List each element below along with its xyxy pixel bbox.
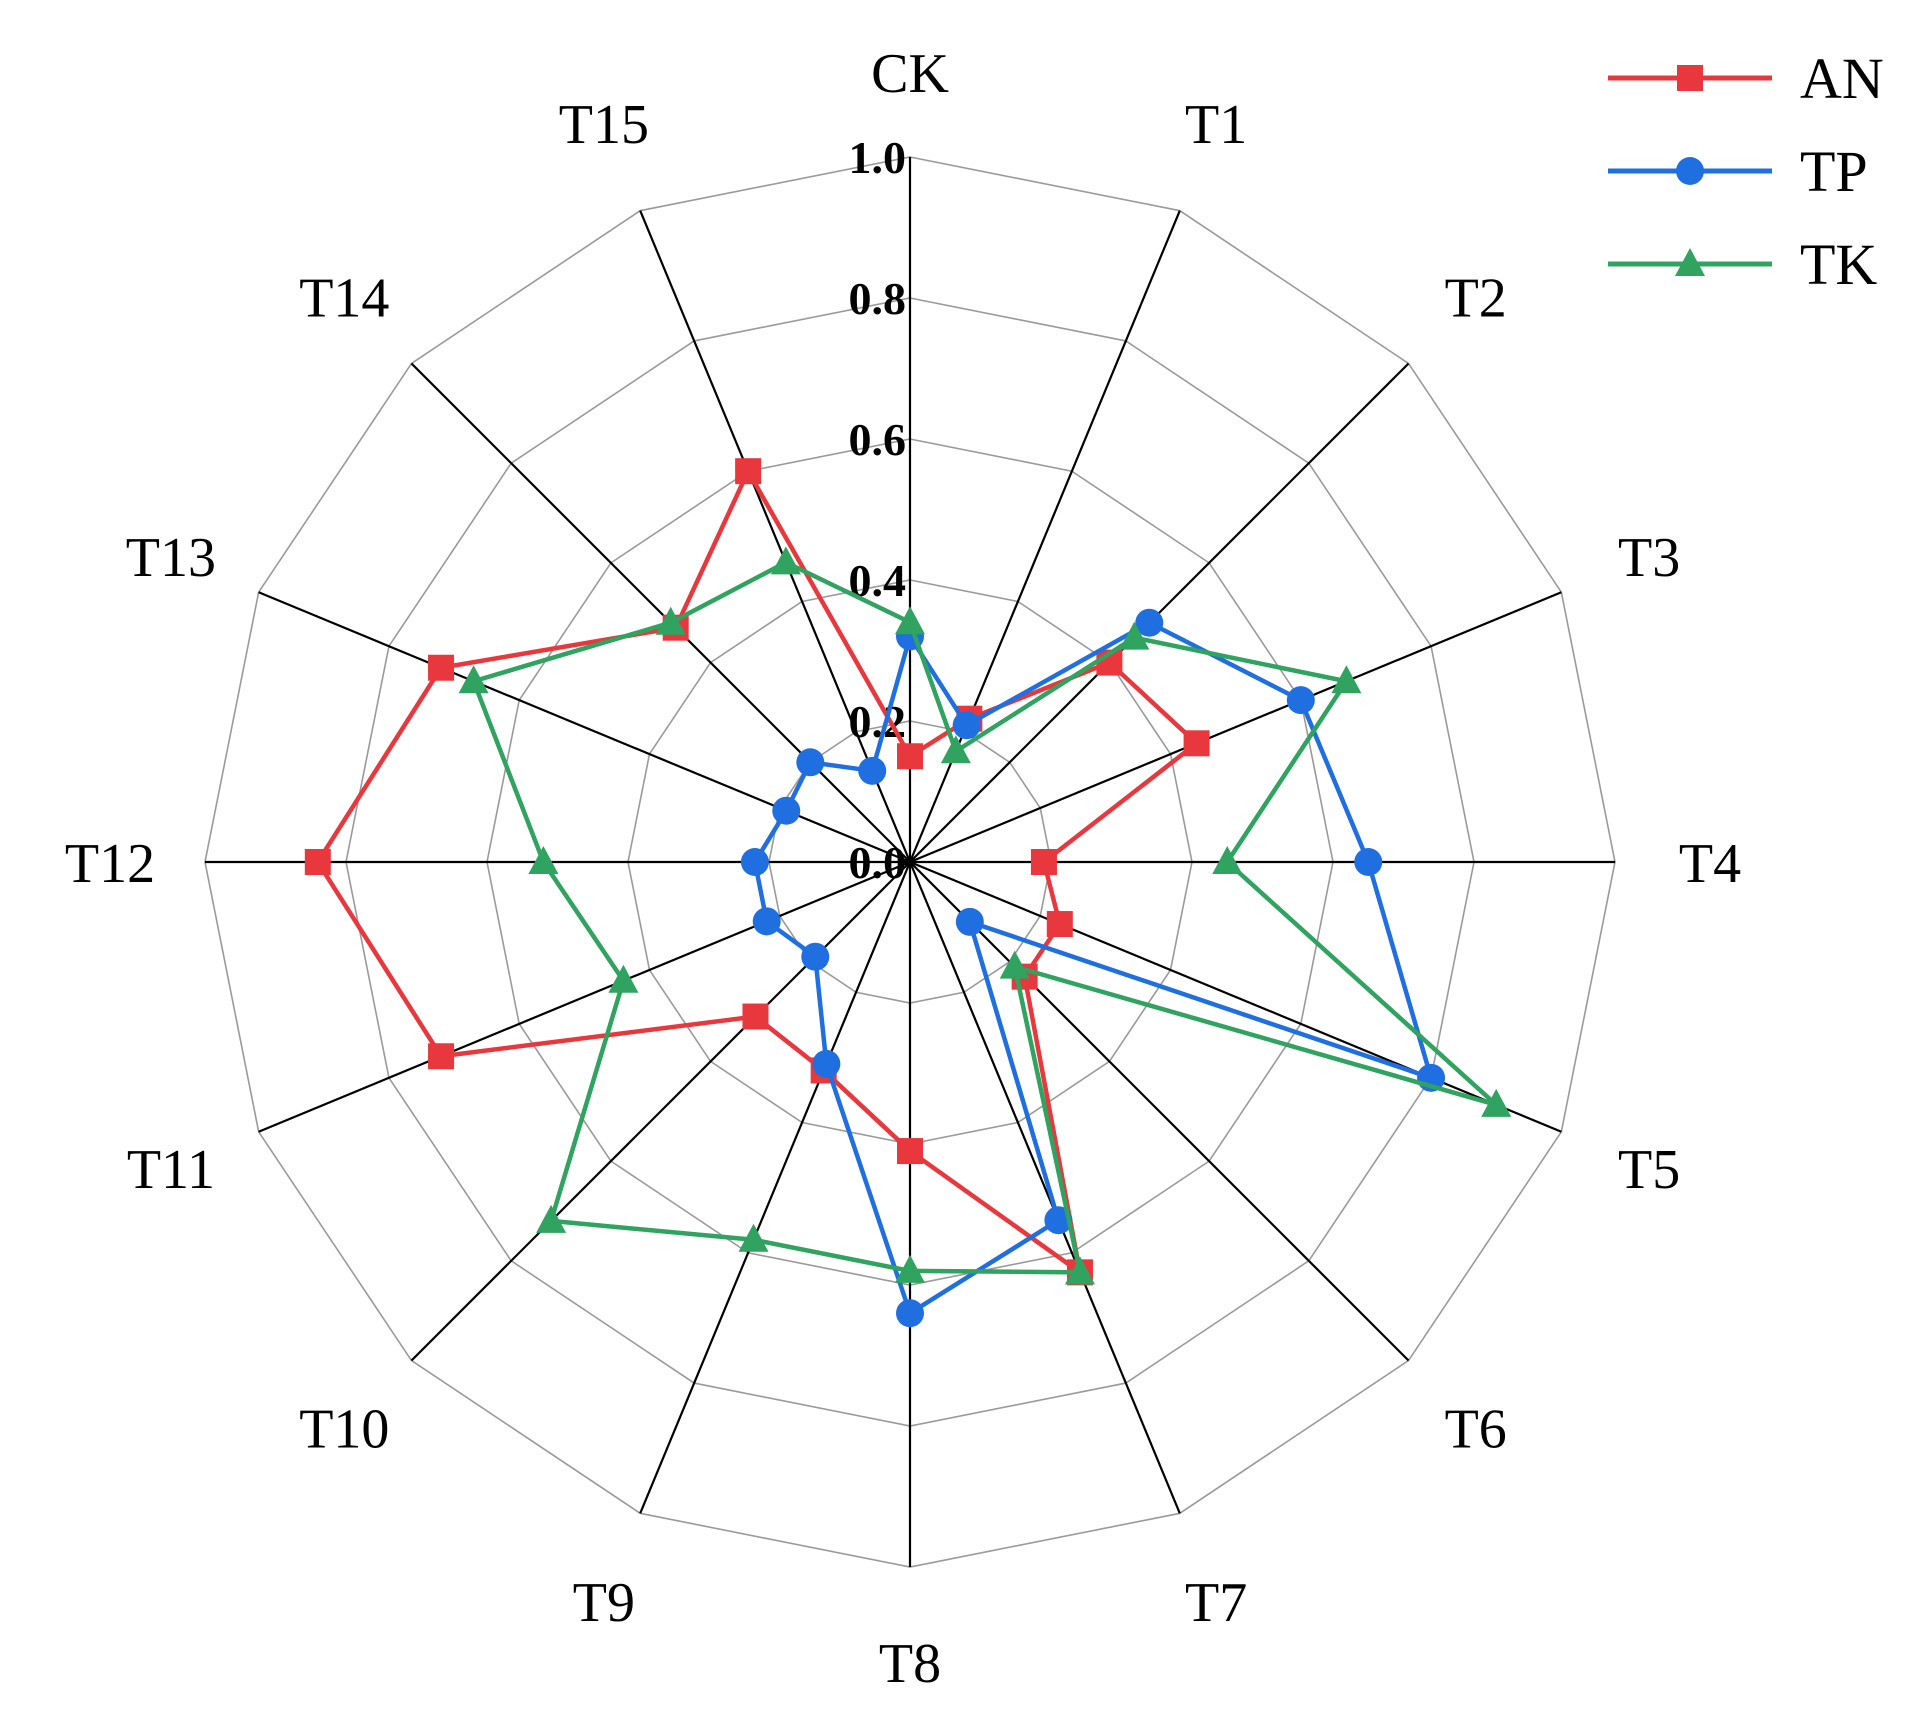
category-label-T10: T10 xyxy=(299,1399,389,1461)
radial-tick-labels: 0.00.20.40.60.81.0 xyxy=(849,132,907,888)
spoke-T15 xyxy=(639,210,912,863)
legend-marker-TP xyxy=(1676,157,1704,185)
spoke-T7 xyxy=(908,861,1181,1514)
data-point-TK-T7 xyxy=(1064,1256,1095,1285)
data-point-AN-T11 xyxy=(428,1043,455,1070)
data-point-AN-T15 xyxy=(735,458,762,485)
data-point-TP-T4 xyxy=(1354,848,1383,876)
legend-label-TP: TP xyxy=(1800,139,1868,204)
series-TK xyxy=(458,546,1512,1285)
data-point-TK-T8 xyxy=(895,1254,925,1283)
data-point-TP-T6 xyxy=(955,907,984,936)
data-point-AN-CK xyxy=(897,743,923,770)
tick-label: 0.8 xyxy=(849,273,907,324)
data-point-TP-T14 xyxy=(796,748,825,777)
data-point-TK-T14 xyxy=(655,606,686,635)
category-label-T13: T13 xyxy=(126,527,216,589)
spoke-T9 xyxy=(639,861,912,1514)
category-label-T15: T15 xyxy=(559,94,649,156)
data-point-TP-T15 xyxy=(858,756,887,785)
spoke-T10 xyxy=(410,861,911,1362)
tick-label: 0.0 xyxy=(849,837,907,888)
data-point-AN-T13 xyxy=(428,654,455,681)
data-point-TP-T13 xyxy=(772,796,801,825)
category-label-T4: T4 xyxy=(1679,833,1741,895)
data-point-TK-T15 xyxy=(770,546,801,575)
category-labels: CK T1 T2 T3 T4 T5 T6 T7 T8 T9 T10 T11 T12 T13 T14 T15 xyxy=(65,43,1741,1695)
data-point-TP-T12 xyxy=(740,848,769,876)
legend-marker-TK xyxy=(1675,248,1705,276)
data-point-TK-CK xyxy=(895,606,925,635)
data-point-AN-T12 xyxy=(304,849,331,875)
legend-label-AN: AN xyxy=(1800,46,1884,111)
data-point-TK-T10 xyxy=(536,1204,567,1233)
legend-marker-AN xyxy=(1677,65,1703,91)
legend-item-TP: TP xyxy=(1608,139,1868,204)
category-label-T11: T11 xyxy=(127,1139,215,1201)
data-point-TK-T3 xyxy=(1331,665,1362,694)
data-point-TP-T11 xyxy=(752,907,781,936)
data-point-TP-T3 xyxy=(1286,686,1315,715)
legend-item-AN: AN xyxy=(1608,46,1884,111)
series-TP xyxy=(740,608,1446,1328)
category-label-T7: T7 xyxy=(1185,1572,1247,1634)
series-layer xyxy=(304,458,1512,1328)
spoke-T11 xyxy=(258,860,911,1133)
data-point-TK-T11 xyxy=(608,964,639,993)
legend: AN TP TK xyxy=(1608,46,1884,297)
spoke-T1 xyxy=(908,210,1181,863)
data-point-TK-T13 xyxy=(458,665,489,694)
category-label-T6: T6 xyxy=(1445,1399,1507,1461)
tick-label: 0.6 xyxy=(849,414,907,465)
data-point-TK-T12 xyxy=(528,846,559,874)
category-label-T3: T3 xyxy=(1618,527,1680,589)
data-point-TP-T8 xyxy=(896,1299,924,1328)
category-label-T14: T14 xyxy=(299,267,389,329)
category-label-T12: T12 xyxy=(65,833,155,895)
spoke-T5 xyxy=(909,860,1562,1133)
data-point-TP-T1 xyxy=(952,711,981,740)
tick-label: 0.2 xyxy=(849,696,907,747)
data-point-AN-T10 xyxy=(742,1003,769,1030)
category-label-T8: T8 xyxy=(879,1633,941,1695)
spoke-T13 xyxy=(258,591,911,864)
data-point-TK-T1 xyxy=(940,735,971,764)
data-point-TP-T2 xyxy=(1135,608,1164,637)
data-point-TK-T6 xyxy=(999,950,1030,979)
data-point-AN-T8 xyxy=(897,1138,923,1165)
data-point-TP-T9 xyxy=(812,1049,841,1078)
data-point-TK-T2 xyxy=(1119,621,1150,650)
tick-label: 1.0 xyxy=(849,132,907,183)
data-point-AN-T3 xyxy=(1183,730,1210,757)
data-point-AN-T4 xyxy=(1030,849,1057,875)
radar-spokes xyxy=(205,157,1615,1567)
legend-item-TK: TK xyxy=(1608,232,1877,297)
data-point-TK-T9 xyxy=(738,1223,769,1252)
category-label-CK: CK xyxy=(871,43,949,105)
spoke-T2 xyxy=(909,362,1410,863)
spoke-T14 xyxy=(410,362,911,863)
category-label-T1: T1 xyxy=(1185,94,1247,156)
category-label-T5: T5 xyxy=(1618,1139,1680,1201)
category-label-T2: T2 xyxy=(1445,267,1507,329)
category-label-T9: T9 xyxy=(573,1572,635,1634)
series-line-TK xyxy=(471,560,1499,1275)
spoke-T6 xyxy=(909,861,1410,1362)
data-point-TP-T10 xyxy=(801,942,830,971)
data-point-TK-T4 xyxy=(1212,846,1243,874)
data-point-AN-T5 xyxy=(1046,911,1073,938)
spoke-T3 xyxy=(909,591,1562,864)
legend-label-TK: TK xyxy=(1800,232,1877,297)
data-point-TK-T5 xyxy=(1481,1088,1512,1117)
